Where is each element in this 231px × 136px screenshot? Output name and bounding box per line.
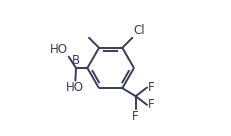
- Text: HO: HO: [50, 43, 68, 56]
- Text: F: F: [132, 110, 138, 123]
- Text: Cl: Cl: [132, 24, 144, 37]
- Text: F: F: [147, 98, 154, 111]
- Text: B: B: [72, 54, 80, 67]
- Text: HO: HO: [66, 81, 84, 94]
- Text: F: F: [147, 81, 154, 94]
